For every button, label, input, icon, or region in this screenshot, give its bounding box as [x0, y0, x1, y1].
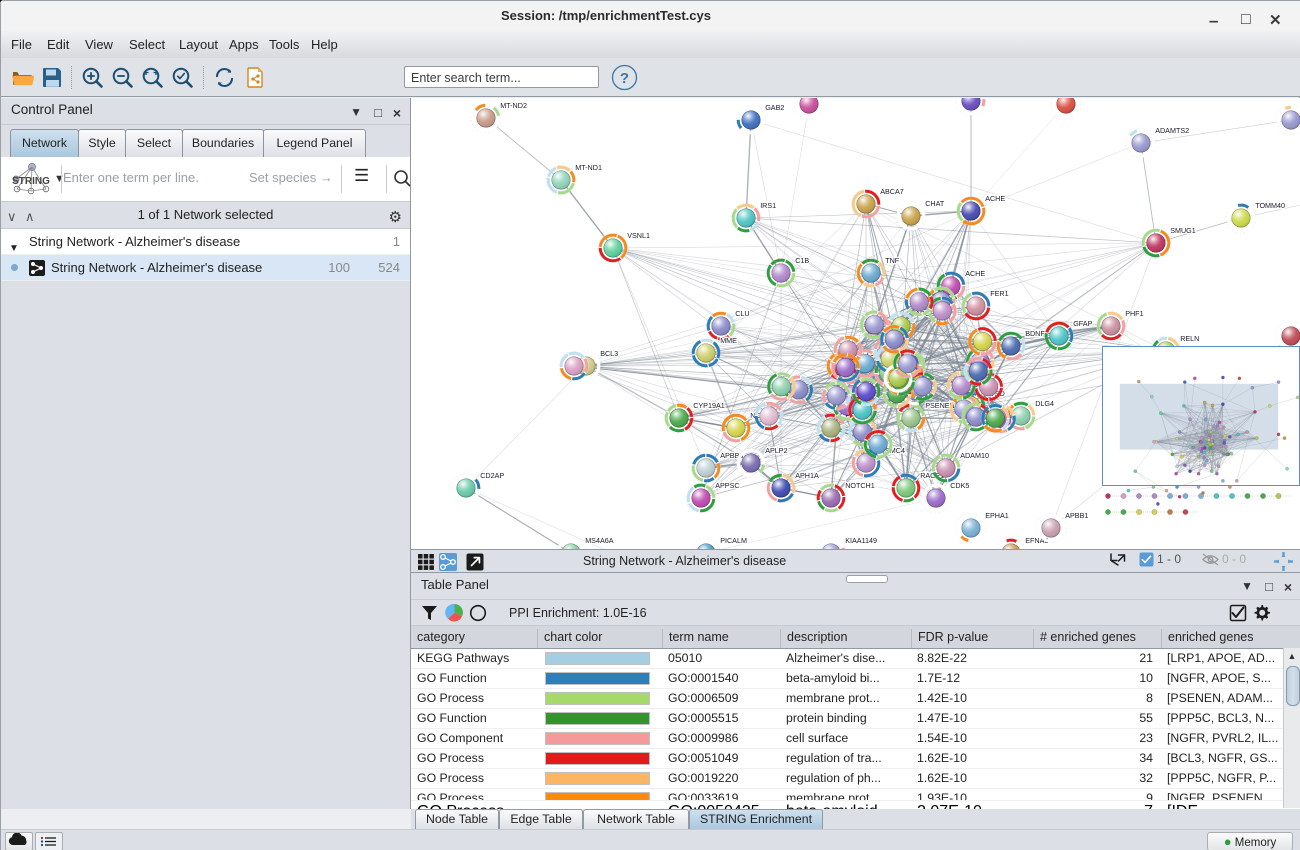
svg-text:TNF: TNF — [885, 256, 900, 265]
svg-text:ABCA7: ABCA7 — [880, 187, 904, 196]
svg-text:CDK5: CDK5 — [950, 481, 969, 490]
svg-text:MT-ND2: MT-ND2 — [500, 101, 527, 110]
svg-text:ADAMTS2: ADAMTS2 — [1155, 126, 1189, 135]
svg-text:ADAM10: ADAM10 — [960, 451, 989, 460]
svg-text:APLP2: APLP2 — [765, 446, 787, 455]
svg-text:VSNL1: VSNL1 — [627, 231, 650, 240]
svg-text:?: ? — [620, 70, 629, 87]
svg-text:RELN: RELN — [1180, 334, 1199, 343]
svg-text:GAB2: GAB2 — [765, 103, 784, 112]
svg-text:STRING: STRING — [12, 176, 50, 187]
svg-text:ACHE: ACHE — [985, 194, 1005, 203]
svg-text:FER1: FER1 — [990, 289, 1008, 298]
svg-text:DLG4: DLG4 — [1035, 399, 1054, 408]
svg-text:NOTCH1: NOTCH1 — [845, 481, 875, 490]
svg-text:APH1A: APH1A — [795, 471, 819, 480]
svg-text:CD2AP: CD2AP — [480, 471, 504, 480]
svg-text:BCL3: BCL3 — [600, 349, 618, 358]
svg-text:KIAA1149: KIAA1149 — [845, 536, 877, 545]
svg-text:APPSC: APPSC — [715, 481, 739, 490]
svg-text:C1B: C1B — [795, 256, 809, 265]
svg-text:MS4A6A: MS4A6A — [585, 536, 614, 545]
svg-text:ACHE: ACHE — [965, 269, 985, 278]
svg-text:BDNF: BDNF — [1025, 329, 1045, 338]
svg-text:CHAT: CHAT — [925, 199, 945, 208]
svg-text:IRS1: IRS1 — [760, 201, 776, 210]
svg-text:PHF1: PHF1 — [1125, 309, 1143, 318]
svg-text:PICALM: PICALM — [720, 536, 747, 545]
svg-text:TOMM40: TOMM40 — [1255, 201, 1285, 210]
svg-text:GFAP: GFAP — [1073, 319, 1092, 328]
svg-text:SMUG1: SMUG1 — [1170, 226, 1196, 235]
svg-text:MME: MME — [720, 336, 737, 345]
svg-text:CYP19A1: CYP19A1 — [693, 401, 725, 410]
svg-text:APBB1: APBB1 — [1065, 511, 1088, 520]
svg-text:EPHA1: EPHA1 — [985, 511, 1009, 520]
svg-text:MT-ND1: MT-ND1 — [575, 163, 602, 172]
svg-text:CLU: CLU — [735, 309, 749, 318]
